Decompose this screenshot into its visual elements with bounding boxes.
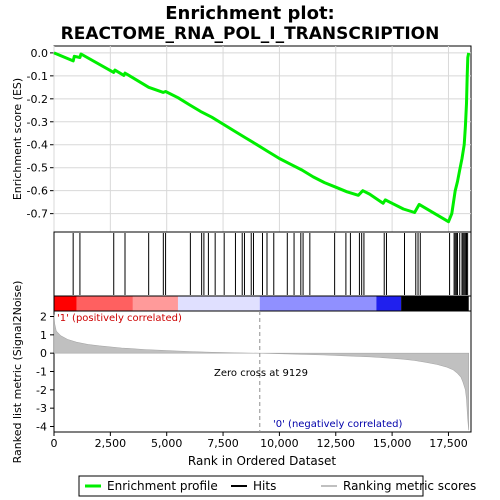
legend-box <box>78 475 424 497</box>
colorbar-segment <box>401 296 469 311</box>
es-ytick-label: -0.5 <box>27 162 48 175</box>
colorbar-segment <box>54 296 77 311</box>
xtick-label: 5,000 <box>151 437 183 450</box>
es-ytick-label: -0.4 <box>27 139 48 152</box>
metric-frame <box>53 310 472 433</box>
positive-correlation-label: '1' (positively correlated) <box>57 313 182 324</box>
es-ylabel: Enrichment score (ES) <box>11 78 24 200</box>
metric-ytick-label: 2 <box>40 311 47 324</box>
rank-colorbar-panel <box>53 295 472 312</box>
xtick-label: 7,500 <box>207 437 239 450</box>
metric-ytick-label: -4 <box>36 421 47 434</box>
metric-ytick-label: -3 <box>36 402 47 415</box>
es-ytick-label: -0.1 <box>27 70 48 83</box>
es-profile-line <box>53 51 471 224</box>
metric-ylabel: Ranked list metric (Signal2Noise) <box>11 281 24 464</box>
metric-ytick-label: 0 <box>40 347 47 360</box>
xtick-label: 15,000 <box>373 437 412 450</box>
legend: Enrichment profile Hits Ranking metric sco… <box>78 475 476 497</box>
xtick-label: 10,000 <box>260 437 299 450</box>
hits-panel <box>53 231 472 297</box>
colorbar-segment <box>76 296 133 311</box>
colorbar-segment <box>132 296 178 311</box>
ranked-metric-panel: 2 1 0 -1 -2 -3 -4 0 2,500 5,000 7,500 10,000 12,500 1… <box>11 281 472 468</box>
metric-ytick-label: -2 <box>36 384 47 397</box>
xtick-label: 2,500 <box>95 437 127 450</box>
colorbar-segment <box>376 296 402 311</box>
es-ytick-label: -0.6 <box>27 185 48 198</box>
negative-correlation-label: '0' (negatively correlated) <box>273 419 402 430</box>
legend-label: Hits <box>253 479 276 493</box>
chart-title-line1: Enrichment plot: <box>165 3 335 24</box>
metric-ytick-label: -1 <box>36 366 47 379</box>
xtick-label: 17,500 <box>429 437 468 450</box>
es-ytick-label: 0.0 <box>31 47 49 60</box>
es-ytick-label: -0.7 <box>27 208 48 221</box>
legend-label: Enrichment profile <box>107 479 218 493</box>
es-ytick-label: -0.3 <box>27 116 48 129</box>
xtick-label: 0 <box>51 437 58 450</box>
xtick-label: 12,500 <box>317 437 356 450</box>
legend-label: Ranking metric scores <box>343 479 476 493</box>
es-panel: 0.0 -0.1 -0.2 -0.3 -0.4 -0.5 -0.6 -0.7Enrichmen… <box>11 45 472 233</box>
colorbar-segment <box>177 296 260 311</box>
colorbar-segment <box>259 296 377 311</box>
metric-ytick-label: 1 <box>40 329 47 342</box>
chart-title-line2: REACTOME_RNA_POL_I_TRANSCRIPTION <box>60 24 440 44</box>
es-plot-frame <box>53 45 472 233</box>
es-ytick-label: -0.2 <box>27 93 48 106</box>
zero-cross-label: Zero cross at 9129 <box>214 368 308 379</box>
ranking-metric-area <box>53 314 469 431</box>
xaxis-label: Rank in Ordered Dataset <box>188 454 336 468</box>
